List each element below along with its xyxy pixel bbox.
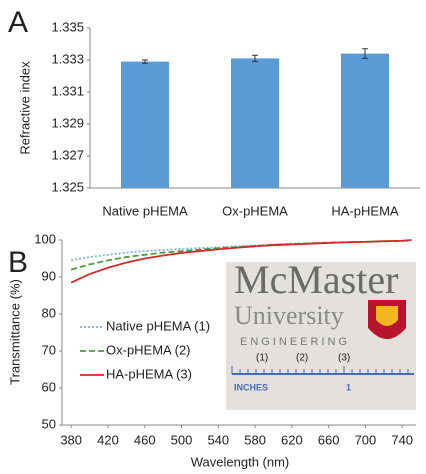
legend-label: Ox-pHEMA (2)	[106, 342, 191, 357]
y-tick-label: 80	[42, 305, 56, 320]
y-tick-label: 1.333	[51, 51, 84, 66]
x-tick-label: 660	[318, 432, 340, 447]
bar	[231, 58, 279, 188]
y-tick-label: 60	[42, 379, 56, 394]
inset-photo: McMaster University ENGINEERING (1) (2) …	[226, 257, 416, 410]
y-axis-label: Transmittance (%)	[7, 279, 22, 385]
x-tick-label: Native pHEMA	[102, 203, 188, 218]
y-tick-label: 1.325	[51, 179, 84, 194]
x-tick-label: 380	[60, 432, 82, 447]
y-axis-label: Refractive index	[17, 61, 32, 155]
sample-label: (2)	[296, 353, 308, 364]
photo-subtitle: University	[234, 301, 344, 330]
ruler-unit: INCHES	[234, 382, 268, 392]
x-tick-label: 500	[171, 432, 193, 447]
photo-faculty: ENGINEERING	[240, 336, 350, 348]
x-tick-label: 740	[391, 432, 413, 447]
y-tick-label: 1.329	[51, 115, 84, 130]
y-tick-label: 70	[42, 342, 56, 357]
photo-title: McMaster	[234, 257, 398, 302]
ruler-mark: 1	[346, 382, 351, 392]
legend-label: Native pHEMA (1)	[106, 318, 210, 333]
crest-inner	[376, 306, 398, 326]
y-tick-label: 50	[42, 416, 56, 431]
x-tick-label: HA-pHEMA	[331, 203, 399, 218]
x-tick-label: 460	[134, 432, 156, 447]
y-tick-label: 1.327	[51, 147, 84, 162]
panel-label: B	[8, 246, 28, 279]
x-tick-label: 700	[355, 432, 377, 447]
x-tick-label: 580	[244, 432, 266, 447]
x-tick-label: 420	[97, 432, 119, 447]
y-tick-label: 100	[34, 231, 56, 246]
legend-label: HA-pHEMA (3)	[106, 366, 192, 381]
bar	[121, 62, 169, 188]
y-tick-label: 1.331	[51, 83, 84, 98]
x-tick-label: 620	[281, 432, 303, 447]
y-tick-label: 90	[42, 268, 56, 283]
figure: A Refractive index B Transmittance (%) W…	[0, 0, 426, 474]
x-tick-label: Ox-pHEMA	[222, 203, 288, 218]
y-tick-label: 1.335	[51, 19, 84, 34]
bar	[341, 54, 389, 188]
panel-label: A	[8, 6, 28, 39]
x-axis-label: Wavelength (nm)	[191, 454, 290, 469]
sample-label: (3)	[338, 353, 350, 364]
x-tick-label: 540	[207, 432, 229, 447]
sample-label: (1)	[256, 353, 268, 364]
